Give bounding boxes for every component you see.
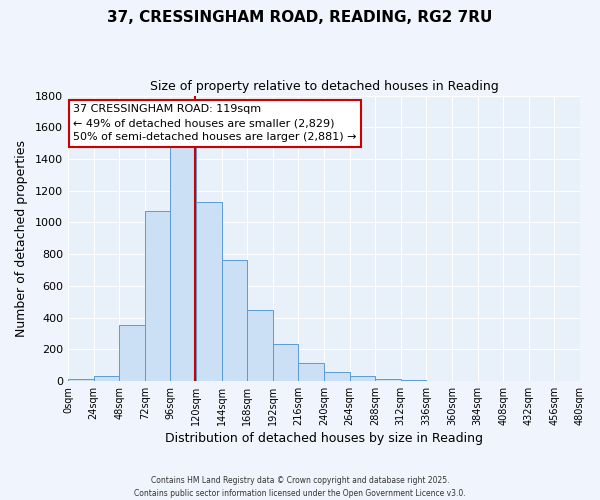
X-axis label: Distribution of detached houses by size in Reading: Distribution of detached houses by size … bbox=[165, 432, 483, 445]
Bar bbox=[145, 210, 170, 381]
Bar bbox=[273, 344, 298, 381]
Text: 37, CRESSINGHAM ROAD, READING, RG2 7RU: 37, CRESSINGHAM ROAD, READING, RG2 7RU bbox=[107, 10, 493, 25]
Text: 37 CRESSINGHAM ROAD: 119sqm
← 49% of detached houses are smaller (2,829)
50% of : 37 CRESSINGHAM ROAD: 119sqm ← 49% of det… bbox=[73, 104, 356, 142]
Y-axis label: Number of detached properties: Number of detached properties bbox=[15, 140, 28, 336]
Title: Size of property relative to detached houses in Reading: Size of property relative to detached ho… bbox=[149, 80, 499, 93]
Bar bbox=[221, 260, 247, 381]
Text: Contains HM Land Registry data © Crown copyright and database right 2025.
Contai: Contains HM Land Registry data © Crown c… bbox=[134, 476, 466, 498]
Bar bbox=[68, 378, 94, 381]
Bar bbox=[350, 376, 375, 381]
Bar bbox=[324, 372, 350, 381]
Bar bbox=[119, 324, 145, 381]
Bar bbox=[401, 380, 427, 381]
Bar bbox=[170, 144, 196, 381]
Bar bbox=[247, 310, 273, 381]
Bar bbox=[298, 362, 324, 381]
Bar bbox=[94, 376, 119, 381]
Bar bbox=[375, 378, 401, 381]
Bar bbox=[196, 202, 221, 381]
